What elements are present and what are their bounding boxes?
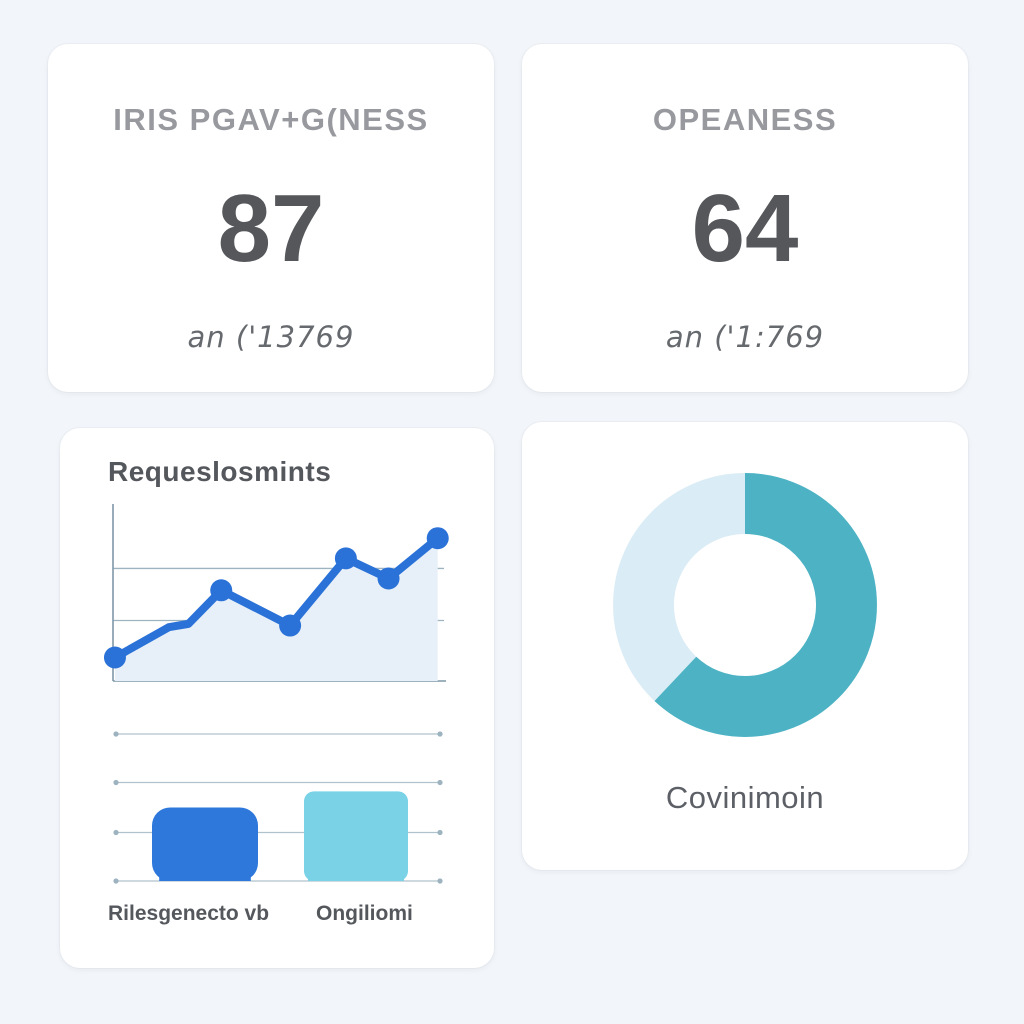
openness-metric-value: 64 xyxy=(691,175,799,282)
bar-label-1: Rilesgenecto vb xyxy=(108,902,270,925)
card-requests-charts: Requeslosmints Rilesgenecto vb Ongiliomi xyxy=(60,428,494,968)
openness-card-title: OPEANESS xyxy=(652,102,838,137)
iris-metric-value: 87 xyxy=(217,175,325,282)
card-coverage-donut: Covinimoin xyxy=(522,422,968,870)
iris-metric-subtitle: an ('13769 xyxy=(187,320,355,354)
iris-card-title: IRIS PGAV+G(NESS xyxy=(113,102,429,137)
requests-card-title: Requeslosmints xyxy=(108,456,332,487)
requests-area-line-chart xyxy=(103,504,449,682)
donut-label: Covinimoin xyxy=(665,780,825,815)
coverage-donut-chart xyxy=(613,473,877,737)
openness-metric-subtitle: an ('1:769 xyxy=(665,320,825,354)
card-openness-metric: OPEANESS 64 an ('1:769 xyxy=(522,44,968,392)
bar-chart-labels: Rilesgenecto vb Ongiliomi xyxy=(108,902,448,934)
requests-bar-chart xyxy=(113,731,443,884)
card-iris-metric: IRIS PGAV+G(NESS 87 an ('13769 xyxy=(48,44,494,392)
bar-label-2: Ongiliomi xyxy=(316,902,413,925)
